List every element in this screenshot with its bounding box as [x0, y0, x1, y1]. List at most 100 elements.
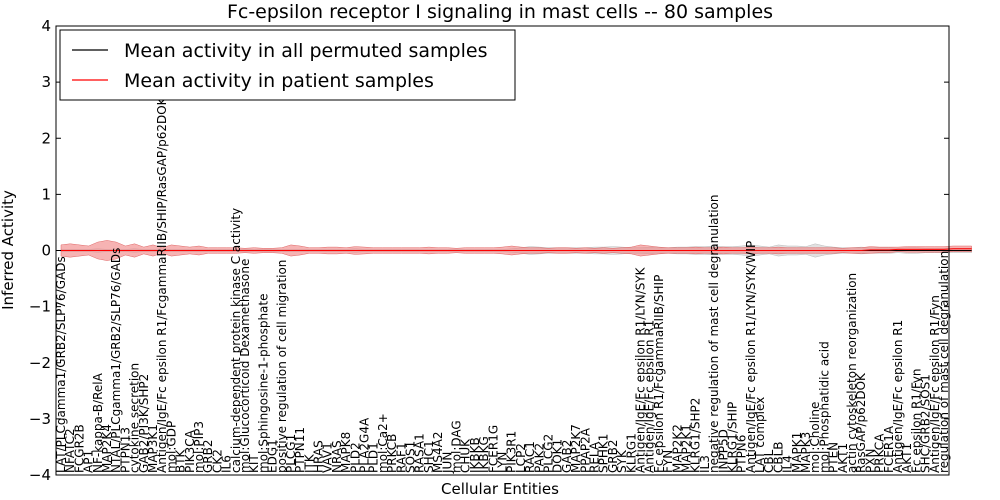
x-category-label: IL6	[220, 455, 234, 473]
x-category-label: PIK3R1	[505, 431, 519, 473]
x-category-label: PIK3CA	[183, 429, 197, 473]
x-category-label: AKT1	[836, 443, 850, 473]
x-category-label: FYN	[661, 450, 675, 473]
legend: Mean activity in all permuted samples Me…	[59, 29, 516, 101]
x-category-label: CK2	[210, 449, 224, 473]
x-category-label: RasGAP/p62DOK	[854, 372, 868, 473]
x-category-label: PAK2	[532, 443, 546, 473]
x-category-label: PLD2	[348, 442, 362, 473]
y-tick-label: −4	[29, 466, 51, 484]
x-category-label: Antigen/IgE/Fc epsilon R1	[643, 320, 657, 473]
x-category-label: PTPN11	[293, 427, 307, 473]
x-category-label: MAPK8	[339, 432, 353, 473]
x-category-label: INPP5D	[716, 429, 730, 473]
x-category-label: KLRG1/SHP2	[689, 398, 703, 473]
x-category-label: SHC1	[422, 440, 436, 473]
x-category-label: PLA2G4A	[358, 417, 372, 473]
legend-label-patient: Mean activity in patient samples	[124, 70, 434, 92]
x-category-label: mol:DAG	[450, 420, 464, 473]
x-category-label: KLRG1	[624, 433, 638, 473]
patient-mean-line	[61, 248, 972, 251]
x-category-label: FCER1G	[486, 425, 500, 473]
x-category-label: CBL	[762, 449, 776, 473]
x-category-label: MAP2K1	[680, 424, 694, 473]
x-category-label: GAB2/PI3K/SHP2	[137, 374, 151, 473]
x-category-label: SPHK1	[597, 434, 611, 473]
x-category-label: MS4A2	[431, 432, 445, 473]
y-tick-label: 2	[41, 129, 51, 147]
x-category-label: mol:GDP	[164, 421, 178, 473]
x-category-label: mol:Phosphatidic acid	[817, 341, 831, 473]
x-category-label: PPAP2A	[578, 427, 592, 473]
x-category-label: PLD1	[367, 442, 381, 473]
x-category-label: GRB2	[606, 439, 620, 473]
x-category-label: calcium-dependent protein kinase C activ…	[229, 208, 243, 473]
x-category-label: PTEN	[827, 442, 841, 473]
x-category-label: IKBKG	[477, 436, 491, 473]
x-category-label: PLCG2	[542, 434, 556, 473]
x-axis-label: Cellular Entities	[441, 480, 559, 498]
x-category-label: negative regulation of mast cell degranu…	[707, 194, 721, 473]
x-category-label: MAPK1	[790, 432, 804, 473]
x-category-label: mol:Ca2+	[376, 413, 390, 473]
y-tick-label: 4	[41, 17, 51, 35]
x-category-label: IL4	[781, 455, 795, 473]
y-axis-label: Inferred Activity	[0, 190, 17, 310]
x-category-label: positive regulation of cell migration	[275, 260, 289, 473]
y-tick-label: 1	[41, 185, 51, 203]
x-category-label: HRAS	[312, 440, 326, 473]
legend-box	[59, 29, 516, 101]
x-category-label: AP1	[82, 450, 96, 473]
x-category-label: VAV1	[321, 442, 335, 473]
y-tick-label: −2	[29, 354, 51, 372]
x-category-label: RAC1	[523, 441, 537, 473]
x-category-label: mol:Glucocorticoid Dexamethasone	[238, 259, 252, 473]
x-category-label: PLCG1	[284, 434, 298, 473]
x-category-label: FCER1A	[882, 425, 896, 473]
x-category-label: NTAL/PLCgamma1/GRB2/SLP76/GADs	[109, 248, 123, 473]
x-category-label: KIT	[247, 454, 261, 473]
x-category-label: GRB2	[201, 439, 215, 473]
x-category-label: RASA1	[413, 433, 427, 473]
x-category-label: PRKCA	[873, 433, 887, 473]
x-category-label: MAPK3	[799, 432, 813, 473]
x-category-label: KLRG1/SHIP	[725, 402, 739, 473]
x-category-label: SHC/GRB2/SOS1	[919, 374, 933, 473]
x-category-label: EDG1	[266, 439, 280, 473]
x-category-label: cytokine secretion	[128, 363, 142, 473]
y-tick-label: −3	[29, 410, 51, 428]
x-category-label: IKBKB	[468, 437, 482, 473]
x-category-label: CHUK	[459, 438, 473, 473]
x-category-label: Antigen/IgE/Fc epsilon R1	[891, 320, 905, 473]
x-category-label: Antigen/IgE/Fc epsilon R1/FcgammaRIIB/SH…	[155, 96, 169, 473]
x-category-label: NRAS	[330, 440, 344, 473]
x-category-label: MAP2K2	[670, 424, 684, 473]
x-category-label: DOK1	[551, 439, 565, 473]
x-category-label: IL3	[698, 455, 712, 473]
legend-label-permuted: Mean activity in all permuted samples	[124, 40, 487, 62]
x-category-label: NF-kappa-B/RelA	[91, 372, 105, 473]
x-category-label: mol:PIP3	[192, 421, 206, 473]
x-category-label: Fc epsilon R1/FcgammaRIIB/SHIP	[652, 275, 666, 473]
x-category-label: RAF1	[394, 442, 408, 473]
y-tick-label: 0	[41, 242, 51, 260]
x-category-label: RELA	[588, 441, 602, 473]
x-category-label: PTPN6	[735, 435, 749, 473]
x-category-label: NFATC2	[63, 428, 77, 473]
x-category-label: mol:Choline	[808, 402, 822, 473]
x-category-label: Antigen/IgE/Fc epsilon R1/Fyn	[928, 295, 942, 473]
x-category-label: mol:Sphingosine-1-phosphate	[256, 294, 270, 474]
x-category-label: LAT complex	[753, 397, 767, 473]
x-category-label: JUN	[440, 452, 454, 474]
x-category-label: actin cytoskeleton reorganization	[845, 273, 859, 473]
y-tick-label: 3	[41, 73, 51, 91]
chart-title: Fc-epsilon receptor I signaling in mast …	[227, 1, 773, 23]
x-category-label: MAP3K1	[146, 424, 160, 473]
x-category-label: GAB2	[560, 440, 574, 473]
x-category-label: SOS1	[404, 441, 418, 473]
x-category-label: Antigen/IgE/Fc epsilon R1/LYN/SYK	[634, 266, 648, 473]
x-category-label: CBLB	[771, 441, 785, 473]
x-category-label: PTPN13	[118, 427, 132, 473]
x-category-label: ITK	[302, 453, 316, 473]
